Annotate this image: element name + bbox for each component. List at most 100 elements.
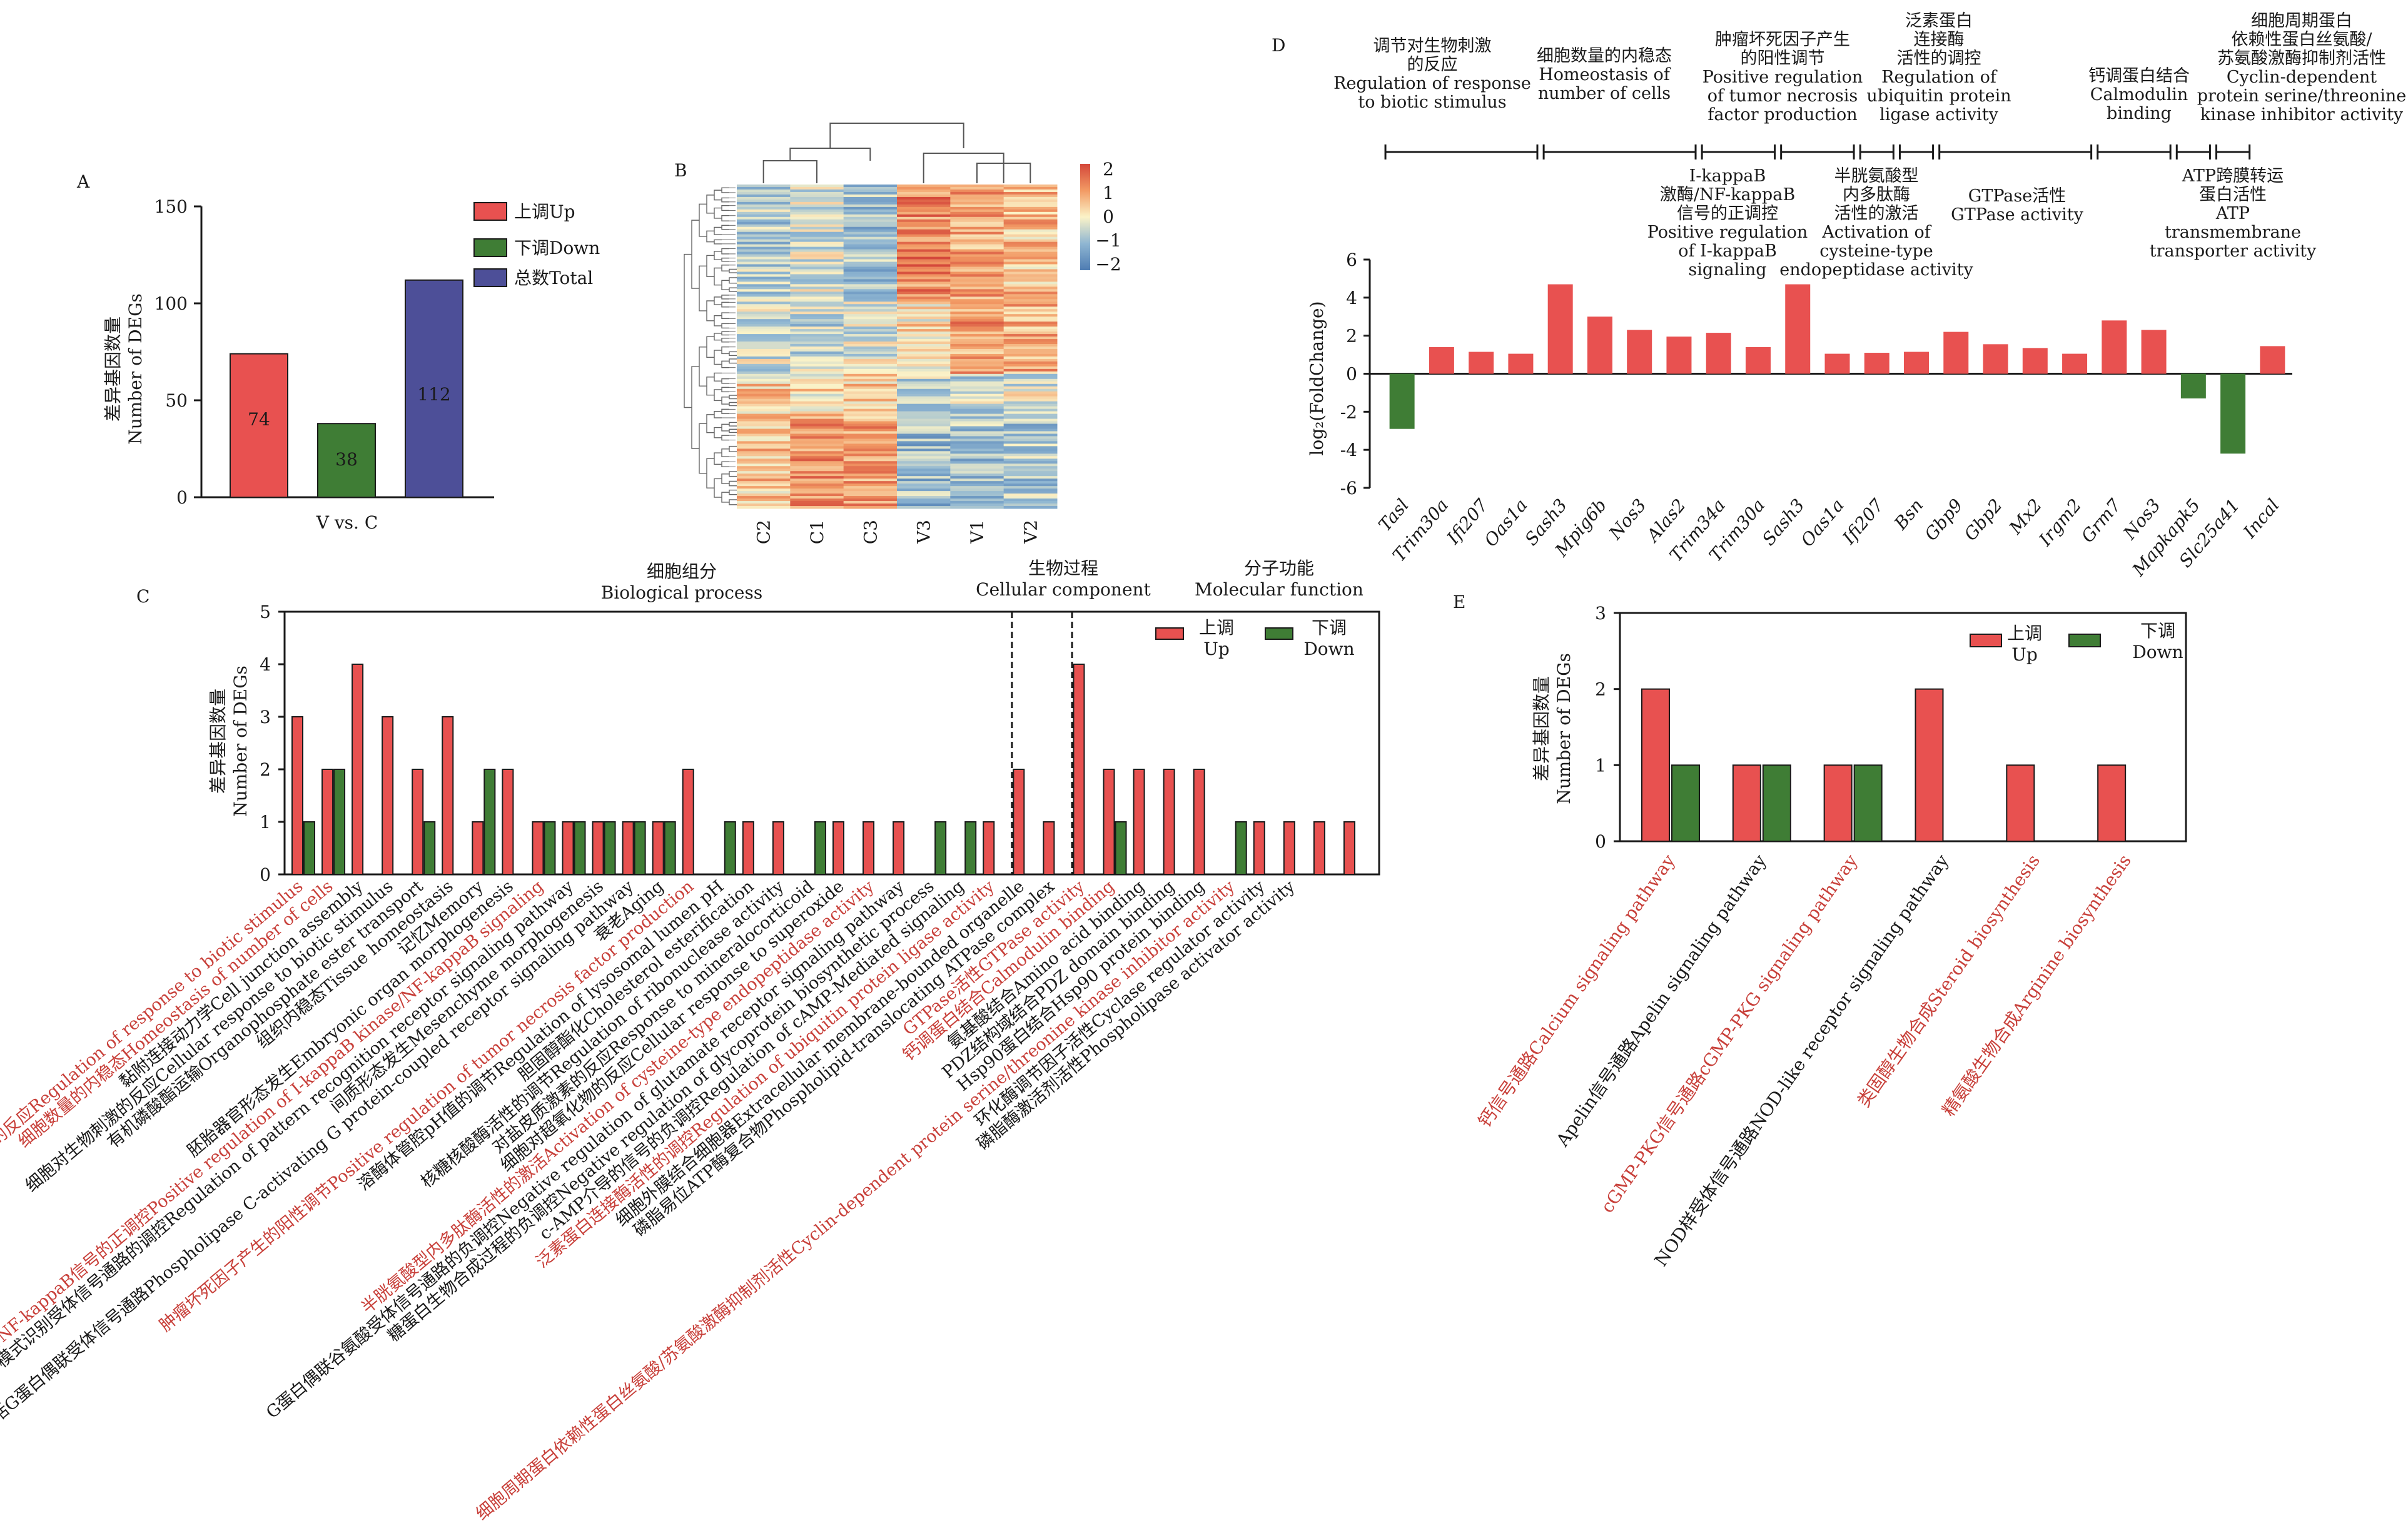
panel-a-ylabel-en: Number of DEGs [125,293,146,445]
heatmap-cell [843,219,898,223]
heatmap-cell [950,211,1004,215]
heatmap-cell [737,426,791,429]
panel-d-bracket [1542,144,1697,159]
heatmap-cell [843,334,898,337]
heatmap-cell [897,431,951,434]
heatmap-legend-tick: 2 [1103,159,1114,180]
panel-c-bar-up [622,821,634,875]
heatmap-cell [950,246,1004,250]
heatmap-cell [1003,274,1058,277]
heatmap-cell [737,261,791,265]
heatmap-cell [950,342,1004,345]
heatmap-cell [950,481,1004,484]
heatmap-cell [790,378,844,382]
dendrogram-branch [729,428,737,433]
heatmap-cell [790,446,844,449]
heatmap-cell [1003,249,1058,253]
heatmap-cell [1003,448,1058,452]
heatmap-cell [950,309,1004,312]
heatmap-cell [790,413,844,417]
heatmap-cell [737,371,791,375]
heatmap-cell [1003,398,1058,402]
heatmap-cell [897,309,951,312]
heatmap-cell [737,194,791,198]
panel-d-annotation-bottom: ATP跨膜转运蛋白活性 ATP transmembrane transporter a… [2150,166,2317,261]
heatmap-cell [1003,336,1058,340]
heatmap-cell [897,411,951,415]
panel-c-bar-down [303,821,315,875]
heatmap-cell [843,423,898,427]
heatmap-cell [897,256,951,260]
heatmap-cell [737,433,791,437]
heatmap-cell [950,353,1004,357]
heatmap-cell [737,468,791,472]
heatmap-cell [843,456,898,459]
heatmap-cell [1003,451,1058,454]
heatmap-cell [737,276,791,280]
heatmap-cell [790,438,844,442]
heatmap-cell [843,236,898,240]
heatmap-cell [790,471,844,474]
heatmap-cell [843,393,898,397]
heatmap-cell [950,381,1004,385]
panel-d-gene-label: Nos3 [1604,495,1650,544]
panel-d-annotation-top: 泛素蛋白连接酶活性的调控 Regulation of ubiquitin prote… [1866,11,2011,124]
panel-c-legend-up-swatch [1155,627,1184,640]
heatmap-cell [790,256,844,260]
heatmap-cell [950,281,1004,285]
heatmap-cell [737,331,791,335]
heatmap-cell [843,378,898,382]
heatmap-cell [843,446,898,449]
heatmap-cell [1003,486,1058,489]
heatmap-cell [950,216,1004,220]
heatmap-cell [843,246,898,250]
heatmap-cell [737,463,791,467]
heatmap-cell [950,204,1004,208]
dendrogram-branch [721,461,729,468]
heatmap-cell [790,276,844,280]
heatmap-cell [790,411,844,415]
panel-d-bar [1824,353,1850,374]
heatmap-cell [1003,498,1058,502]
heatmap-cell [950,476,1004,479]
heatmap-cell [1003,214,1058,218]
heatmap-cell [897,438,951,442]
dendrogram-branch [706,377,714,396]
panel-d-bar [1943,331,1969,374]
dendrogram-branch [714,239,722,245]
heatmap-cell [950,368,1004,372]
panel-d-bar [1864,353,1889,374]
panel-b-dendrogram [684,123,1031,505]
dendrogram-branch [721,301,729,308]
panel-b-column-labels: C2 C1 C3 V3 V1 V2 [754,520,1041,544]
heatmap-cell [1003,353,1058,357]
heatmap-cell [790,396,844,400]
heatmap-column-label: V2 [1020,520,1041,544]
dendrogram-branch [721,323,729,329]
heatmap-cell [950,358,1004,362]
heatmap-cell [843,284,898,287]
heatmap-cell [897,421,951,425]
panel-e-category-label: 精氨酸生物合成Arginine biosynthesis [1938,851,2135,1120]
heatmap-cell [1003,309,1058,312]
heatmap-cell [950,438,1004,442]
heatmap-cell [843,473,898,477]
heatmap-cell [843,331,898,335]
heatmap-cell [950,251,1004,255]
heatmap-cell [1003,426,1058,429]
heatmap-cell [897,368,951,372]
heatmap-cell [843,486,898,489]
heatmap-cell [790,224,844,228]
heatmap-cell [897,358,951,362]
panel-d-bar [1469,352,1494,374]
heatmap-cell [790,353,844,357]
panel-c-bar-down [574,821,586,875]
heatmap-cell [897,398,951,402]
panel-d-ytick-label: -4 [1340,440,1357,460]
heatmap-cell [1003,496,1058,499]
heatmap-cell [897,488,951,492]
panel-c-bar-up [592,821,604,875]
heatmap-cell [790,468,844,472]
panel-a-bar-value: 112 [417,384,450,405]
heatmap-cell [1003,386,1058,390]
